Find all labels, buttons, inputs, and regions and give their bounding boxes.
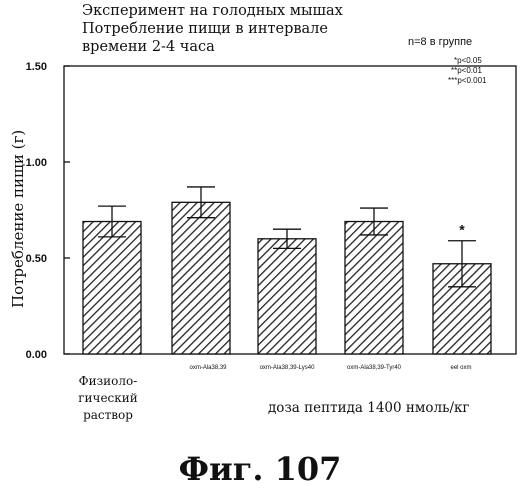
x-tick-label-3: oxm-Ala38,39-Lys40 (242, 365, 332, 371)
bars-group: * (83, 187, 491, 354)
control-label-line-3: раствор (68, 407, 148, 424)
significance-marker-5: * (459, 222, 465, 238)
control-label: Физиоло- гический раствор (68, 373, 148, 424)
y-tick-label: 1.50 (26, 61, 47, 73)
x-tick-label-4: oxm-Ala38,39-Tyr40 (329, 365, 419, 371)
bar-3 (258, 239, 316, 354)
x-tick-label-2: oxm-Ala38,39 (163, 365, 253, 371)
control-label-line-2: гический (68, 390, 148, 407)
x-tick-label-5: eel oxm (416, 365, 506, 371)
y-axis-label: Потребление пищи (г) (9, 148, 27, 308)
x-axis-label: доза пептида 1400 нмоль/кг (268, 400, 470, 416)
bar-4 (345, 222, 403, 354)
figure-caption: Фиг. 107 (0, 450, 520, 488)
y-tick-label: 0.50 (26, 253, 47, 265)
control-label-line-1: Физиоло- (68, 373, 148, 390)
y-tick-label: 1.00 (26, 157, 47, 169)
bar-2 (172, 202, 230, 354)
bar-1 (83, 222, 141, 354)
y-tick-label: 0.00 (26, 349, 47, 361)
